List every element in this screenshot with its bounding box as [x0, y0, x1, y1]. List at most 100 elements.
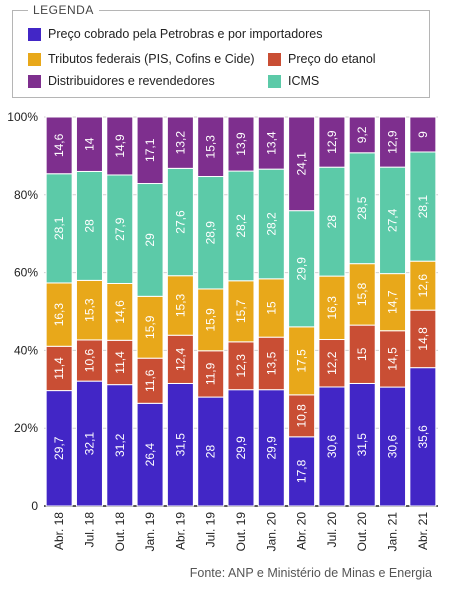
data-label: 28: [82, 219, 96, 233]
bar-segment: [379, 273, 407, 332]
legend-swatch-tributos: [28, 52, 41, 66]
bar-segment: [409, 260, 437, 311]
legend-item-tributos: Tributos federais (PIS, Cofins e Cide): [28, 52, 255, 66]
data-label: 15,3: [173, 293, 187, 317]
x-tick-label: Jul. 20: [325, 512, 339, 548]
data-label: 15,3: [204, 135, 218, 159]
data-label: 17,1: [143, 138, 157, 162]
bar-segment: [409, 116, 437, 153]
data-label: 27,9: [113, 217, 127, 241]
data-label: 15: [355, 347, 369, 361]
y-tick-label: 0: [31, 499, 38, 513]
legend-swatch-distribuidores: [28, 74, 41, 88]
legend-swatch-petrobras: [28, 27, 41, 41]
legend-label-petrobras: Preço cobrado pela Petrobras e por impor…: [48, 27, 323, 41]
x-tick-label: Jul. 19: [204, 512, 218, 548]
data-label: 26,4: [143, 443, 157, 467]
x-tick-label: Abr. 20: [295, 512, 309, 550]
x-tick-label: Jan. 21: [386, 512, 400, 552]
data-label: 17,5: [295, 349, 309, 373]
data-label: 28,2: [234, 214, 248, 238]
data-label: 29: [143, 233, 157, 247]
legend-swatch-icms: [268, 74, 281, 88]
legend-item-icms: ICMS: [268, 74, 319, 88]
bar-segment: [257, 336, 285, 391]
x-tick-label: Jan. 19: [143, 512, 157, 552]
data-label: 17,8: [295, 459, 309, 483]
y-tick-label: 40%: [14, 343, 38, 357]
bar-segment: [45, 282, 73, 347]
legend-label-tributos: Tributos federais (PIS, Cofins e Cide): [48, 52, 255, 66]
data-label: 15,8: [355, 282, 369, 306]
data-label: 31,5: [355, 433, 369, 457]
bar-segment: [288, 394, 316, 438]
data-label: 11,6: [143, 369, 157, 392]
data-label: 15,7: [234, 299, 248, 323]
bar-segment: [227, 341, 255, 391]
legend-swatch-etanol: [268, 52, 281, 66]
data-label: 28: [325, 215, 339, 229]
bar-segment: [288, 116, 316, 212]
data-label: 24,1: [295, 152, 309, 176]
data-label: 13,5: [264, 351, 278, 375]
bar-segment: [166, 382, 194, 507]
x-tick-label: Abr. 21: [416, 512, 430, 550]
data-label: 10,8: [295, 404, 309, 428]
data-label: 13,4: [264, 131, 278, 155]
bar-segment: [409, 309, 437, 369]
bar-segment: [75, 116, 103, 172]
bar-segment: [45, 390, 73, 507]
bar-segment: [75, 339, 103, 382]
bar-segment: [318, 275, 346, 341]
bar-segment: [257, 116, 285, 170]
data-label: 35,6: [416, 425, 430, 449]
legend-label-etanol: Preço do etanol: [288, 52, 376, 66]
data-label: 14,9: [113, 134, 127, 158]
data-label: 12,3: [234, 354, 248, 378]
legend-label-icms: ICMS: [288, 74, 320, 88]
data-label: 13,9: [234, 132, 248, 156]
data-label: 30,6: [386, 435, 400, 459]
bar-segment: [45, 345, 73, 392]
data-label: 29,9: [295, 257, 309, 281]
bar-segment: [166, 334, 194, 384]
data-label: 15,3: [82, 298, 96, 322]
data-label: 12,4: [173, 347, 187, 371]
bar-segment: [409, 367, 437, 507]
data-label: 14,6: [113, 300, 127, 324]
data-label: 14,6: [52, 133, 66, 157]
data-label: 16,3: [325, 296, 339, 320]
bar-segment: [379, 330, 407, 388]
data-label: 15,9: [204, 308, 218, 332]
data-label: 14,8: [416, 327, 430, 351]
legend-title: LEGENDA: [28, 3, 99, 17]
bar-segment: [318, 116, 346, 168]
x-tick-label: Abr. 19: [173, 512, 187, 550]
data-label: 28,1: [52, 216, 66, 240]
data-label: 11,4: [113, 351, 127, 374]
data-label: 29,7: [52, 436, 66, 460]
y-tick-label: 20%: [14, 421, 38, 435]
legend-item-petrobras: Preço cobrado pela Petrobras e por impor…: [28, 27, 322, 41]
bar-segment: [75, 170, 103, 281]
data-label: 28,9: [204, 221, 218, 245]
bar-segment: [75, 380, 103, 507]
bar-segment: [106, 116, 134, 176]
x-tick-label: Jul. 18: [82, 512, 96, 548]
data-label: 28,1: [416, 195, 430, 219]
data-label: 9: [416, 131, 430, 138]
bar-segment: [166, 167, 194, 277]
data-label: 28,5: [355, 196, 369, 220]
data-label: 27,6: [173, 210, 187, 234]
bar-segment: [318, 339, 346, 388]
data-label: 27,4: [386, 208, 400, 232]
bar-segment: [227, 116, 255, 172]
bar-segment: [288, 210, 316, 328]
bar-segment: [318, 386, 346, 507]
x-tick-label: Out. 19: [234, 512, 248, 552]
source-note: Fonte: ANP e Ministério de Minas e Energ…: [189, 566, 432, 580]
bar-segment: [197, 350, 225, 398]
bar-segment: [348, 263, 376, 326]
data-label: 28,2: [264, 212, 278, 236]
